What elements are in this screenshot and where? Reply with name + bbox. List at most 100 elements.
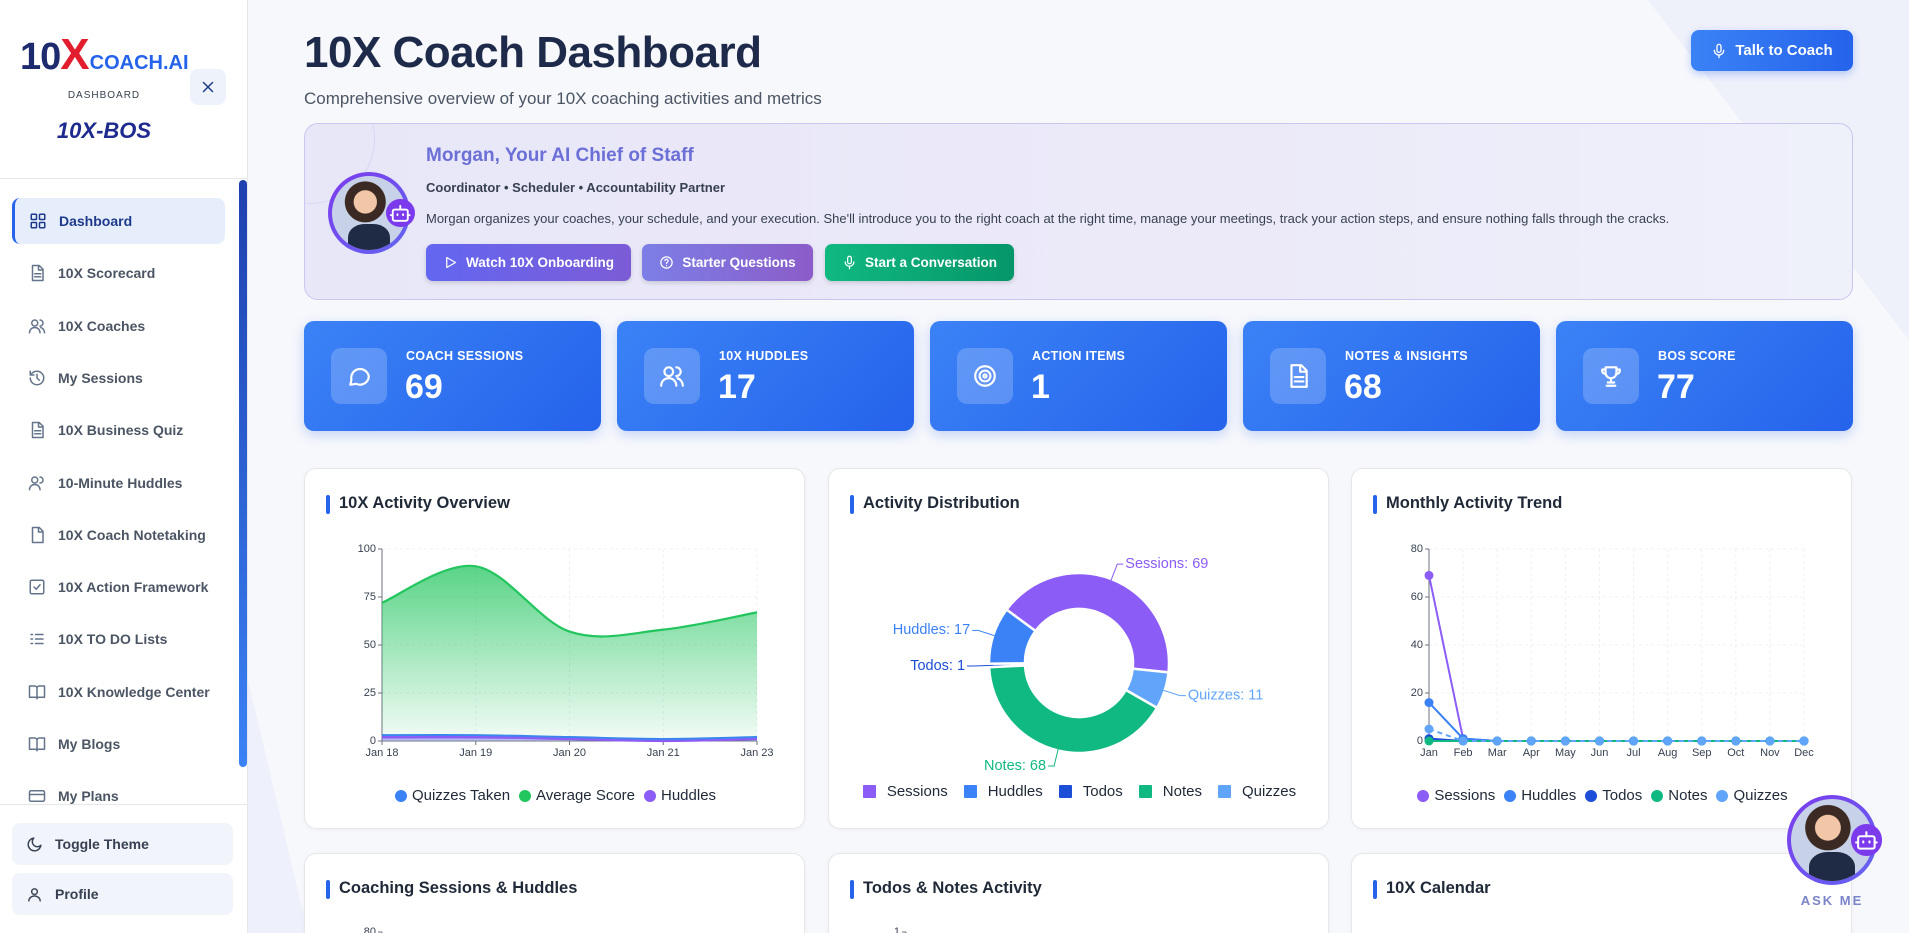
- card-title: 10X Calendar: [1386, 879, 1491, 897]
- legend-item[interactable]: Quizzes Taken: [394, 787, 511, 804]
- nav-item[interactable]: 10X Business Quiz: [12, 407, 225, 453]
- nav: Dashboard 10X Scorecard 10X Coaches My Sess…: [0, 180, 247, 804]
- stat-label: BOS SCORE: [1658, 349, 1736, 363]
- assistant-button[interactable]: Start a Conversation: [825, 244, 1014, 281]
- nav-item[interactable]: My Sessions: [12, 355, 225, 401]
- legend-item[interactable]: Quizzes: [1217, 783, 1296, 800]
- value-label: Huddles: 17: [893, 622, 970, 638]
- legend-swatch: [1504, 789, 1517, 802]
- legend-swatch: [1217, 785, 1231, 798]
- legend-item[interactable]: Notes: [1651, 787, 1707, 804]
- x-tick-label: Jan 21: [647, 747, 680, 759]
- icon: [28, 475, 44, 490]
- nav-label: 10X Action Framework: [58, 579, 209, 596]
- footer-button[interactable]: Profile: [12, 873, 233, 915]
- x-tick-label: Jan 18: [365, 747, 398, 759]
- point: [1629, 736, 1639, 746]
- legend-swatch: [963, 785, 977, 798]
- legend: Quizzes Taken Average Score Huddles: [305, 787, 804, 804]
- ask-me[interactable]: ASK ME: [1780, 795, 1890, 925]
- area-fill: [382, 565, 757, 741]
- legend-label: Quizzes Taken: [411, 787, 511, 804]
- chart-title: Activity Distribution: [863, 494, 1020, 512]
- close-button[interactable]: [190, 69, 226, 105]
- legend-swatch: [1138, 785, 1152, 798]
- legend-item[interactable]: Sessions: [862, 783, 948, 800]
- icon: [29, 579, 45, 595]
- x-tick-label: Jan 20: [553, 747, 586, 759]
- point: [1526, 736, 1536, 746]
- avatar: [328, 172, 415, 254]
- nav-item[interactable]: 10X Scorecard: [12, 250, 225, 296]
- sidebar: 10XCOACH.AI DASHBOARD 10X-BOS Dashboard 10X …: [0, 0, 248, 933]
- y-tick-label: 75: [364, 591, 376, 603]
- nav-label: My Sessions: [58, 369, 143, 386]
- legend-label: Average Score: [536, 787, 635, 804]
- nav-label: 10-Minute Huddles: [58, 474, 183, 491]
- legend-item[interactable]: Notes: [1138, 783, 1202, 800]
- legend-label: Huddles: [987, 783, 1043, 800]
- nav-item[interactable]: My Plans: [12, 773, 225, 804]
- point: [1492, 736, 1502, 746]
- assistant-button-label: Starter Questions: [682, 255, 796, 270]
- point: [1424, 736, 1434, 746]
- legend-item[interactable]: Todos: [1585, 787, 1642, 804]
- nav-item[interactable]: Dashboard: [12, 198, 225, 244]
- nav-item[interactable]: 10X Coaches: [12, 303, 225, 349]
- x-tick-label: May: [1555, 747, 1576, 759]
- point: [1731, 736, 1741, 746]
- plot: 0 25 50 75 100 Jan 18 Jan 19 Jan 20 Jan 21 Jan 23: [358, 543, 774, 759]
- nav-item[interactable]: My Blogs: [12, 721, 225, 767]
- nav-item[interactable]: 10X Coach Notetaking: [12, 512, 225, 558]
- x-tick-label: Oct: [1727, 747, 1744, 759]
- legend-item[interactable]: Average Score: [519, 787, 635, 804]
- chart-card: Todos & Notes Activity 1: [828, 853, 1329, 933]
- y-tick-label: 1: [894, 926, 900, 933]
- nav-item[interactable]: 10-Minute Huddles: [12, 460, 225, 506]
- legend-item[interactable]: Todos: [1058, 783, 1123, 800]
- stat-icon: [1583, 348, 1639, 404]
- point: [1663, 736, 1673, 746]
- icon: [29, 370, 45, 386]
- card-title: Todos & Notes Activity: [863, 879, 1042, 897]
- leader-line: [972, 629, 998, 638]
- x-tick-label: Mar: [1488, 747, 1507, 759]
- footer-button[interactable]: Toggle Theme: [12, 823, 233, 865]
- legend-item[interactable]: Huddles: [644, 787, 716, 804]
- footer-label: Toggle Theme: [55, 836, 149, 852]
- chart-card: Coaching Sessions & Huddles 80: [304, 853, 805, 933]
- legend-swatch: [644, 789, 656, 802]
- legend-item[interactable]: Sessions: [1417, 787, 1495, 804]
- divider: [0, 804, 247, 805]
- nav-item[interactable]: 10X Action Framework: [12, 564, 225, 610]
- assistant-button[interactable]: Watch 10X Onboarding: [426, 244, 631, 281]
- assistant-button[interactable]: Starter Questions: [642, 244, 813, 281]
- legend-item[interactable]: Huddles: [1504, 787, 1576, 804]
- stat-label: COACH SESSIONS: [406, 349, 524, 363]
- legend-item[interactable]: Huddles: [963, 783, 1043, 800]
- footer-label: Profile: [55, 886, 99, 902]
- legend-swatch: [1585, 789, 1598, 802]
- icon: [31, 265, 44, 282]
- plot: 80: [364, 926, 383, 933]
- legend-item[interactable]: Quizzes: [1716, 787, 1788, 804]
- nav-label: 10X TO DO Lists: [58, 631, 168, 648]
- legend-label: Notes: [1162, 783, 1202, 800]
- icon: [446, 256, 457, 269]
- talk-button[interactable]: Talk to Coach: [1691, 30, 1853, 71]
- y-tick-label: 60: [1411, 591, 1423, 603]
- legend: Sessions Huddles Todos Notes Quizzes: [829, 783, 1328, 800]
- chart-title: Monthly Activity Trend: [1386, 494, 1563, 512]
- nav-item[interactable]: 10X Knowledge Center: [12, 669, 225, 715]
- legend-swatch: [1417, 789, 1430, 802]
- title-accent: [326, 495, 330, 514]
- nav-item[interactable]: 10X TO DO Lists: [12, 616, 225, 662]
- chart-card: Monthly Activity Trend 0 20 40 60 80 Jan Feb Mar…: [1351, 468, 1852, 829]
- stat-card: BOS SCORE 77: [1556, 321, 1853, 431]
- x-tick-label: Feb: [1454, 747, 1473, 759]
- y-tick-label: 100: [358, 543, 376, 555]
- stat-label: 10X HUDDLES: [719, 349, 809, 363]
- point: [1765, 736, 1775, 746]
- x-tick-label: Aug: [1658, 747, 1678, 759]
- title-accent: [1373, 495, 1377, 514]
